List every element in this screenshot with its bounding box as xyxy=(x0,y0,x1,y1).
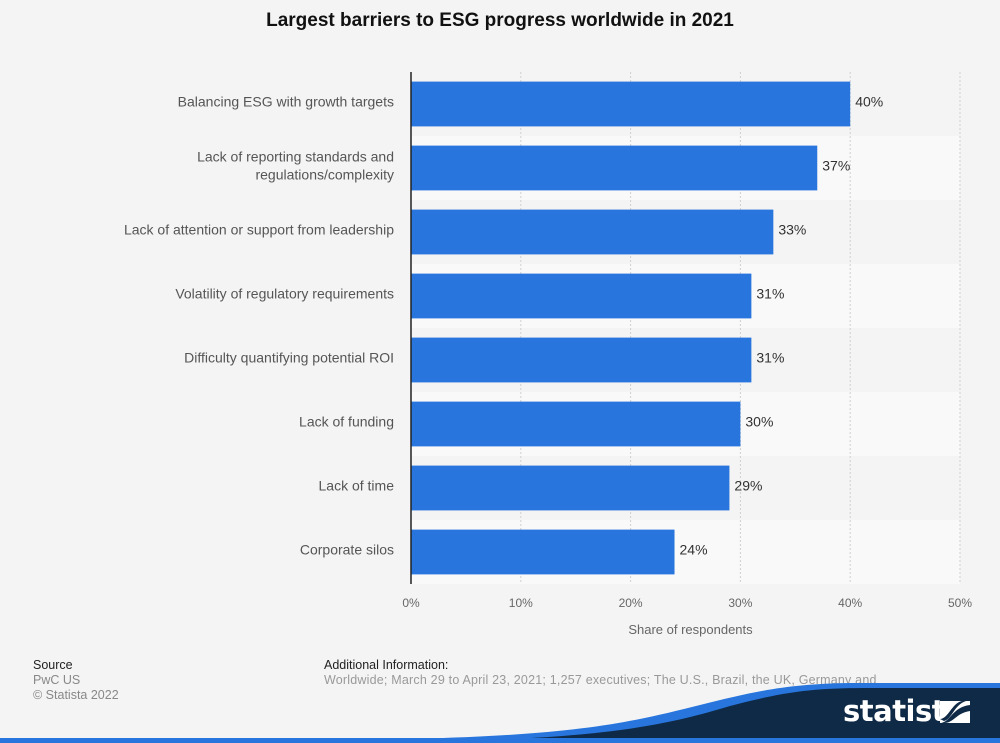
bar[interactable] xyxy=(411,401,741,447)
bar-chart: 0% 10% 20% 30% 40% 50% 40% Balancing ESG with g… xyxy=(124,72,972,637)
category-label: Balancing ESG with growth targets xyxy=(178,94,394,110)
bar[interactable] xyxy=(411,465,730,511)
value-label: 31% xyxy=(756,350,784,366)
bar[interactable] xyxy=(411,337,752,383)
source-heading: Source xyxy=(33,658,73,672)
value-label: 29% xyxy=(734,478,762,494)
bar[interactable] xyxy=(411,145,818,191)
category-label: Volatility of regulatory requirements xyxy=(175,286,394,302)
additional-info-text: Worldwide; March 29 to April 23, 2021; 1… xyxy=(324,673,877,687)
bar[interactable] xyxy=(411,81,851,127)
value-label: 31% xyxy=(756,286,784,302)
category-label: regulations/complexity xyxy=(255,167,394,183)
x-axis-title: Share of respondents xyxy=(628,622,753,637)
category-label: Lack of attention or support from leader… xyxy=(124,222,394,238)
value-label: 33% xyxy=(778,222,806,238)
value-label: 40% xyxy=(855,94,883,110)
brand-banner xyxy=(0,683,1000,743)
category-label: Lack of funding xyxy=(299,414,394,430)
x-tick-label: 30% xyxy=(728,596,752,610)
x-tick-label: 50% xyxy=(948,596,972,610)
category-label: Difficulty quantifying potential ROI xyxy=(184,350,394,366)
bar[interactable] xyxy=(411,273,752,319)
source-name: PwC US xyxy=(33,673,81,687)
value-label: 30% xyxy=(745,414,773,430)
brand-bottom-stripe xyxy=(0,738,1000,743)
chart-title: Largest barriers to ESG progress worldwi… xyxy=(266,10,734,31)
bar[interactable] xyxy=(411,209,774,255)
x-tick-label: 0% xyxy=(402,596,420,610)
copyright: © Statista 2022 xyxy=(33,688,119,702)
category-label: Corporate silos xyxy=(300,542,394,558)
brand-dark-wave xyxy=(300,688,1000,743)
additional-info-block: Additional Information: Worldwide; March… xyxy=(324,658,884,688)
value-label: 37% xyxy=(822,158,850,174)
x-tick-label: 20% xyxy=(619,596,643,610)
x-tick-label: 40% xyxy=(838,596,862,610)
category-label: Lack of reporting standards and xyxy=(197,149,394,165)
additional-info-heading: Additional Information: xyxy=(324,658,449,672)
value-label: 24% xyxy=(680,542,708,558)
source-block: Source PwC US © Statista 2022 xyxy=(33,658,119,703)
x-tick-label: 10% xyxy=(509,596,533,610)
statista-logo-icon xyxy=(940,701,970,723)
category-label: Lack of time xyxy=(319,478,395,494)
bar[interactable] xyxy=(411,529,675,575)
